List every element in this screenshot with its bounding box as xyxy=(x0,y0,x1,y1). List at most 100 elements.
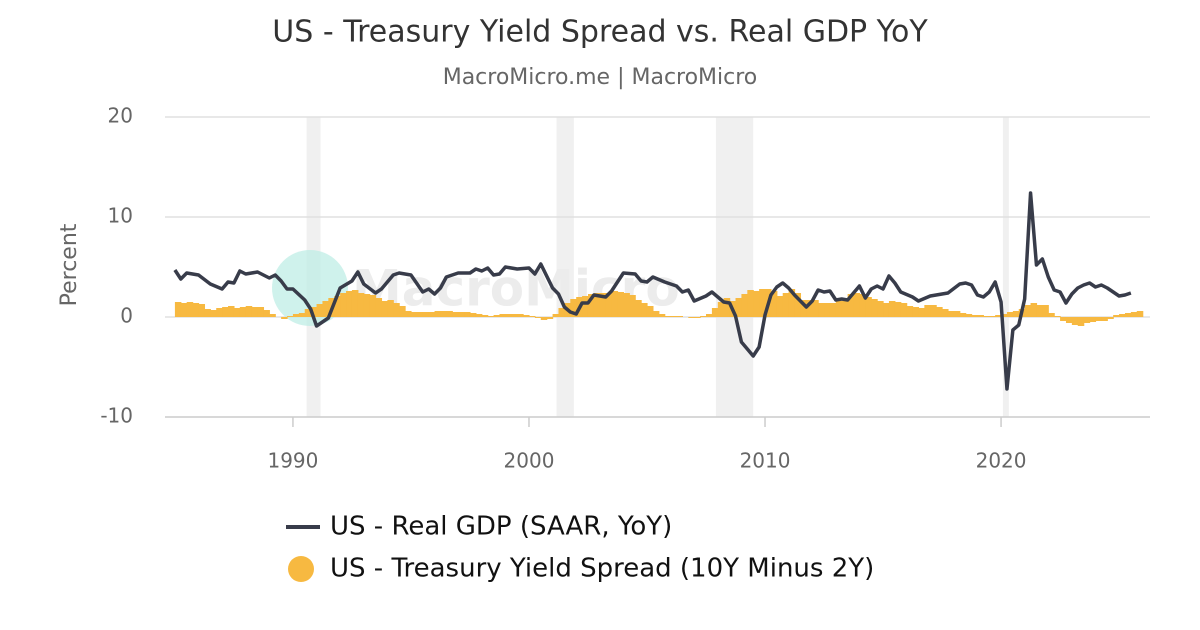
spread-bar xyxy=(587,294,595,317)
spread-bar xyxy=(1101,317,1108,321)
spread-bar xyxy=(363,294,371,317)
spread-bar xyxy=(824,303,831,317)
spread-bar xyxy=(1136,311,1144,317)
spread-bar xyxy=(416,312,424,317)
spread-bar xyxy=(841,301,849,317)
spread-bar xyxy=(959,313,967,317)
spread-bar xyxy=(393,303,400,317)
spread-bar xyxy=(617,292,624,317)
spread-bar xyxy=(706,314,713,317)
spread-bar xyxy=(351,290,359,317)
spread-bar xyxy=(511,314,518,317)
spread-bar xyxy=(422,312,430,317)
spread-bar xyxy=(788,289,796,317)
spread-bar xyxy=(505,314,512,317)
spread-bar xyxy=(995,315,1002,317)
spread-bar xyxy=(753,291,760,317)
spread-bar xyxy=(847,294,855,317)
spread-bar xyxy=(641,303,648,317)
legend-label: US - Real GDP (SAAR, YoY) xyxy=(330,512,672,542)
spread-bar xyxy=(611,291,619,317)
spread-bar xyxy=(1113,315,1120,317)
spread-bar xyxy=(534,317,542,318)
spread-bar xyxy=(334,296,341,317)
spread-bar xyxy=(818,303,825,317)
spread-bar xyxy=(469,313,477,317)
spread-bar xyxy=(269,314,276,317)
spread-bar xyxy=(387,300,394,317)
spread-bar xyxy=(582,296,589,317)
spread-bar xyxy=(900,303,908,317)
spread-bar xyxy=(552,314,560,317)
spread-bar xyxy=(877,301,884,317)
spread-bar xyxy=(464,312,471,317)
spread-bar xyxy=(357,293,365,317)
spread-bar xyxy=(1071,317,1079,325)
spread-bar xyxy=(711,308,719,317)
spread-bar xyxy=(912,307,920,317)
spread-bar xyxy=(1042,305,1049,317)
x-tick-label: 2010 xyxy=(740,449,791,473)
legend-swatch xyxy=(288,556,314,582)
spread-bar xyxy=(292,314,300,317)
spread-bar xyxy=(174,302,182,317)
spread-bar xyxy=(977,315,984,317)
spread-bar xyxy=(806,300,813,317)
spread-bar xyxy=(340,293,347,317)
spread-bar xyxy=(794,293,802,317)
spread-bar xyxy=(747,290,754,317)
spread-bar xyxy=(346,291,353,317)
spread-bar xyxy=(233,308,241,317)
spread-bar xyxy=(1089,317,1097,322)
spread-bar xyxy=(263,310,270,317)
spread-bar xyxy=(1012,311,1020,317)
recession-band xyxy=(1002,117,1009,417)
spread-bar xyxy=(1065,317,1073,323)
spread-bar xyxy=(493,315,501,317)
spread-bar xyxy=(694,317,701,318)
spread-bar xyxy=(251,307,259,317)
spread-bar xyxy=(1006,312,1014,317)
spread-bar xyxy=(228,306,235,317)
spread-bar xyxy=(1119,314,1126,317)
spread-bar xyxy=(652,311,660,317)
spread-bar xyxy=(481,315,489,317)
spread-bar xyxy=(835,301,843,317)
spread-bar xyxy=(1048,313,1055,317)
chart-title: US - Treasury Yield Spread vs. Real GDP … xyxy=(272,15,928,50)
spread-bar xyxy=(499,314,506,317)
spread-bar xyxy=(906,306,914,317)
spread-bar xyxy=(670,316,678,317)
spread-bar xyxy=(192,303,200,317)
spread-bar xyxy=(965,314,973,317)
recession-band xyxy=(715,117,754,417)
spread-bar xyxy=(735,298,743,317)
spread-bar xyxy=(853,293,861,317)
spread-bar xyxy=(222,307,229,317)
spread-bar xyxy=(936,307,943,317)
spread-bar xyxy=(399,306,406,317)
y-tick-label: 20 xyxy=(108,104,133,128)
spread-bar xyxy=(405,311,412,317)
spread-bar xyxy=(812,300,819,317)
spread-bar xyxy=(257,307,265,317)
spread-bar xyxy=(759,289,766,317)
spread-bar xyxy=(316,304,324,317)
spread-bar xyxy=(782,293,790,317)
legend-label: US - Treasury Yield Spread (10Y Minus 2Y… xyxy=(330,554,874,584)
spread-bar xyxy=(1024,305,1032,317)
spread-bar xyxy=(1095,317,1102,321)
spread-bar xyxy=(688,317,695,318)
spread-bar xyxy=(1124,313,1132,317)
spread-bar xyxy=(629,295,636,317)
spread-bar xyxy=(947,311,955,317)
gdp-line xyxy=(173,191,1132,391)
spread-bar xyxy=(700,316,707,317)
spread-bar xyxy=(458,312,465,317)
spread-bar xyxy=(1001,314,1008,317)
spread-bar xyxy=(528,316,536,317)
spread-bar xyxy=(1130,312,1138,317)
spread-bar xyxy=(322,301,329,317)
